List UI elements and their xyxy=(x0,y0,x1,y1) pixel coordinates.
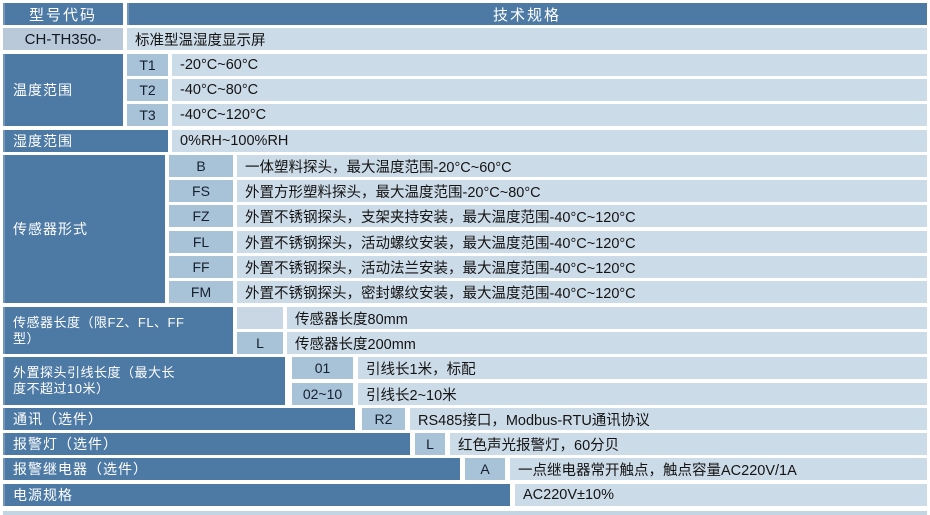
sensor-code-fs: FS xyxy=(169,180,233,202)
alarm-relay-label: 报警继电器（选件） xyxy=(3,458,460,480)
lead-length-code-0210: 02~10 xyxy=(292,383,353,405)
power-spec-value: AC220V±10% xyxy=(515,484,927,506)
sensor-code-fm: FM xyxy=(169,281,233,303)
alarm-light-code-l: L xyxy=(415,433,445,455)
temperature-range-label: 温度范围 xyxy=(3,54,123,126)
lead-length-code-01: 01 xyxy=(292,357,353,379)
comm-value: RS485接口，Modbus-RTU通讯协议 xyxy=(410,408,927,430)
header-tech-spec-cell: 技术规格 xyxy=(127,3,927,25)
sensor-type-label: 传感器形式 xyxy=(3,155,165,303)
lead-length-label: 外置探头引线长度（最大长 度不超过10米） xyxy=(3,357,285,405)
sensor-length-label: 传感器长度（限FZ、FL、FF 型） xyxy=(3,307,233,354)
humidity-range-label: 湿度范围 xyxy=(3,130,168,152)
alarm-relay-value: 一点继电器常开触点，触点容量AC220V/1A xyxy=(510,458,927,480)
sensor-length-code-l: L xyxy=(237,332,283,354)
sensor-value-b: 一体塑料探头，最大温度范围-20°C~60°C xyxy=(237,155,927,177)
sensor-value-fm: 外置不锈钢探头，密封螺纹安装，最大温度范围-40°C~120°C xyxy=(237,281,927,303)
header-model-code-cell: 型号代码 xyxy=(3,3,123,25)
temp-code-t1: T1 xyxy=(127,54,168,76)
sensor-value-fl: 外置不锈钢探头，活动螺纹安装，最大温度范围-40°C~120°C xyxy=(237,231,927,253)
sensor-value-fs: 外置方形塑料探头，最大温度范围-20°C~80°C xyxy=(237,180,927,202)
bottom-row-sliver xyxy=(3,511,927,515)
temp-code-t2: T2 xyxy=(127,79,168,101)
model-desc-cell: 标准型温湿度显示屏 xyxy=(127,28,927,50)
alarm-light-label: 报警灯（选件） xyxy=(3,433,410,455)
sensor-length-value-80: 传感器长度80mm xyxy=(287,307,927,329)
power-spec-label: 电源规格 xyxy=(3,484,510,506)
alarm-light-value: 红色声光报警灯，60分贝 xyxy=(450,433,927,455)
sensor-code-ff: FF xyxy=(169,256,233,278)
sensor-length-code-blank xyxy=(237,307,283,329)
comm-code-r2: R2 xyxy=(362,408,405,430)
temp-value-t3: -40°C~120°C xyxy=(172,104,927,126)
sensor-value-ff: 外置不锈钢探头，活动法兰安装，最大温度范围-40°C~120°C xyxy=(237,256,927,278)
temp-value-t1: -20°C~60°C xyxy=(172,54,927,76)
sensor-code-fz: FZ xyxy=(169,205,233,227)
sensor-value-fz: 外置不锈钢探头，支架夹持安装，最大温度范围-40°C~120°C xyxy=(237,205,927,227)
temp-value-t2: -40°C~80°C xyxy=(172,79,927,101)
model-prefix-cell: CH-TH350- xyxy=(3,28,123,50)
sensor-code-b: B xyxy=(169,155,233,177)
alarm-relay-code-a: A xyxy=(465,458,505,480)
sensor-code-fl: FL xyxy=(169,231,233,253)
sensor-length-value-200: 传感器长度200mm xyxy=(287,332,927,354)
lead-length-value-1m: 引线长1米，标配 xyxy=(358,357,927,379)
lead-length-value-210m: 引线长2~10米 xyxy=(358,383,927,405)
temp-code-t3: T3 xyxy=(127,104,168,126)
comm-label: 通讯（选件） xyxy=(3,408,355,430)
humidity-value: 0%RH~100%RH xyxy=(172,130,927,152)
